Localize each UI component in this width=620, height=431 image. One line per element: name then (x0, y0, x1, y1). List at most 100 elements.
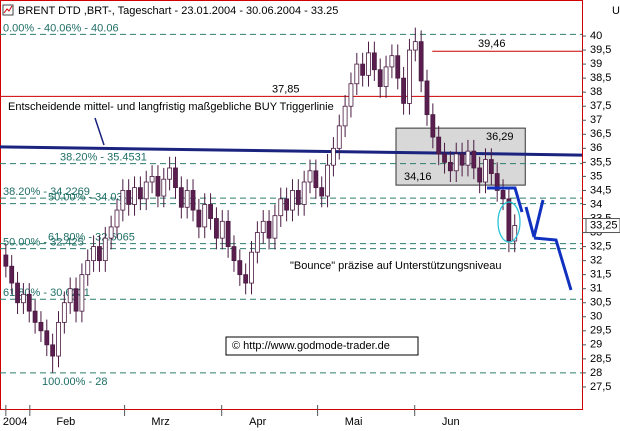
candle-body (32, 310, 38, 323)
candle-body (190, 190, 196, 211)
candle-body (225, 220, 231, 247)
candle-body (407, 49, 412, 104)
candle-body (143, 181, 149, 200)
y-tick-label: 32 (590, 255, 602, 267)
candle-body (178, 187, 184, 208)
candle-body (377, 69, 383, 87)
candle-body (44, 330, 50, 346)
candle-body (366, 52, 371, 76)
fib-label: 50.00% - 32.425 (3, 237, 84, 249)
y-tick-label: 36,5 (590, 128, 611, 140)
candle-body (114, 209, 120, 228)
y-tick-label: 36 (590, 142, 602, 154)
candle-body (424, 80, 430, 116)
candle-body (284, 198, 290, 211)
candle-body (9, 265, 15, 284)
x-tick-label: Jun (442, 416, 460, 428)
y-tick-label: 32,5 (590, 240, 611, 252)
candle-body (15, 282, 20, 304)
bounce-ellipse (497, 201, 521, 243)
source: © http://www.godmode-trader.de (232, 340, 390, 352)
candle-body (173, 167, 178, 189)
last-price-box (585, 218, 620, 234)
candle-body (313, 170, 319, 189)
last-price-label: 33,25 (590, 219, 618, 231)
candle-body (102, 237, 108, 262)
chart-title: BRENT DTD ,BRT-, Tageschart - 23.01.2004… (18, 5, 338, 17)
candle-body (167, 167, 173, 180)
candle-body (231, 246, 237, 262)
y-tick-label: 37,5 (590, 100, 611, 112)
candle-body (50, 344, 56, 357)
candle-body (73, 288, 79, 312)
candle-body (301, 181, 307, 205)
chart-icon-line (3, 5, 13, 14)
box-label: 34,16 (404, 171, 432, 183)
y-tick-label: 34 (590, 198, 602, 210)
candle-body (108, 226, 114, 239)
corner-label: U (612, 5, 620, 17)
y-tick-label: 35,5 (590, 156, 611, 168)
candle-body (85, 260, 91, 276)
candle-body (214, 218, 219, 239)
y-tick-label: 31 (590, 283, 602, 295)
y-tick-label: 27,5 (590, 381, 611, 393)
x-tick-label: Apr (249, 416, 266, 428)
candle-body (67, 288, 73, 304)
candle-body (208, 204, 213, 219)
candle-body (202, 204, 208, 228)
candle-body (278, 198, 284, 217)
y-tick-label: 38 (590, 86, 602, 98)
candle-body (290, 190, 295, 211)
candle-body (401, 77, 406, 104)
y-tick-label: 31,5 (590, 269, 611, 281)
candle-body (447, 161, 453, 172)
candle-body (97, 246, 102, 262)
y-tick-label: 39 (590, 58, 602, 70)
y-tick-label: 40 (590, 30, 602, 42)
candle-body (120, 190, 126, 211)
box-label: 36,29 (486, 131, 514, 143)
candle-body (342, 105, 348, 127)
candle-body (126, 190, 132, 205)
candle-body (336, 125, 342, 149)
candle-body (418, 41, 424, 82)
candle-body (38, 321, 44, 332)
candle-body (348, 83, 354, 107)
candle-body (354, 63, 360, 85)
candle-body (61, 302, 67, 323)
candle-body (500, 190, 506, 200)
x-tick-label: Mai (345, 416, 363, 428)
candle-body (56, 321, 61, 357)
y-tick-label: 29 (590, 339, 602, 351)
y-tick-label: 28 (590, 367, 602, 379)
candle-body (254, 232, 260, 253)
candle-body (453, 153, 459, 172)
y-tick-label: 35 (590, 170, 602, 182)
candle-body (506, 198, 512, 242)
candle-body (319, 187, 325, 197)
bounce-annotation: "Bounce" präzise auf Unterstützungsnivea… (290, 260, 501, 272)
candle-body (512, 225, 518, 242)
candle-body (249, 251, 254, 284)
candle-body (184, 190, 190, 208)
projection-arrow (487, 186, 573, 291)
candle-body (395, 55, 401, 79)
x-tick-label: 2004 (3, 416, 27, 428)
candle-body (371, 52, 377, 71)
y-tick-label: 29,5 (590, 325, 611, 337)
x-tick-label: Feb (56, 416, 75, 428)
candle-body (488, 159, 494, 174)
candle-body (161, 178, 167, 197)
candle-body (483, 159, 488, 183)
candle-body (272, 215, 278, 239)
fib-label: 0.00% - 40.06% - 40.06 (3, 22, 119, 34)
trendline-pointer (94, 117, 105, 146)
candle-body (465, 150, 471, 166)
candle-body (149, 175, 155, 183)
candle-body (471, 150, 477, 169)
candle-body (477, 167, 483, 183)
fib-label: 38.20% - 34.2269 (3, 186, 90, 198)
candle-body (307, 170, 313, 183)
